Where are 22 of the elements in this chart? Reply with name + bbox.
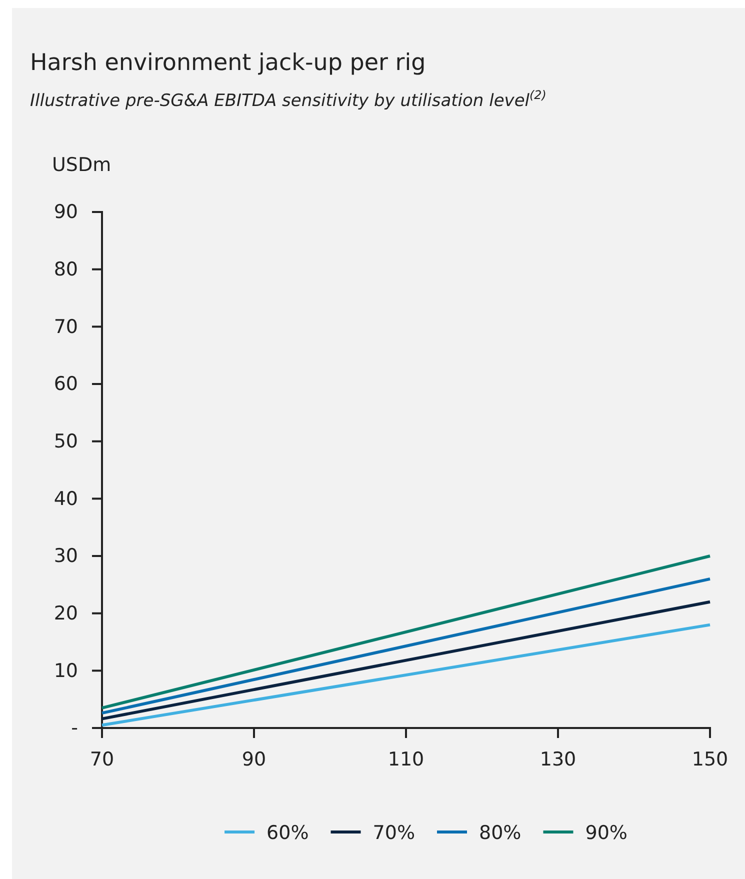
x-tick-label: 130 <box>540 748 576 770</box>
chart-title: Harsh environment jack-up per rig <box>30 50 426 76</box>
y-tick-label: 60 <box>54 373 78 396</box>
y-tick-label: 80 <box>54 258 78 280</box>
y-tick-label: 40 <box>54 488 78 510</box>
y-tick-label: 10 <box>54 660 78 682</box>
x-tick-label: 150 <box>692 748 728 770</box>
y-axis-title: USDm <box>52 154 112 176</box>
x-tick-label: 110 <box>388 748 424 770</box>
chart-subtitle: Illustrative pre-SG&A EBITDA sensitivity by utilisation level$^{(2)}$ <box>30 88 546 111</box>
legend-label: 90% <box>585 822 628 844</box>
y-tick-label: 70 <box>54 316 78 338</box>
y-tick-label: 90 <box>54 201 78 224</box>
x-tick-label: 70 <box>90 748 114 770</box>
legend-label: 80% <box>479 822 522 844</box>
y-tick-label: - <box>71 717 78 740</box>
y-tick-label: 20 <box>54 602 78 624</box>
legend-label: 70% <box>372 822 415 844</box>
y-tick-label: 30 <box>54 545 78 568</box>
y-tick-label: 50 <box>54 430 78 452</box>
legend-label: 60% <box>266 822 309 844</box>
x-tick-label: 90 <box>242 748 266 770</box>
